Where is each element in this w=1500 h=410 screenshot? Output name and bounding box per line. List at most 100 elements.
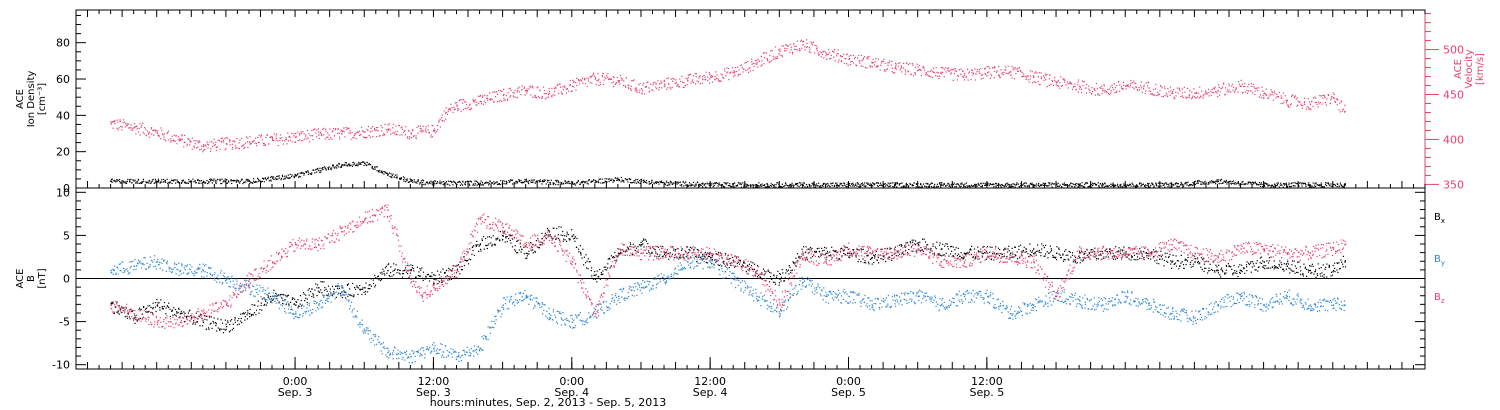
density-series-point [1330,183,1332,185]
velocity-series-point [529,86,531,88]
b-series-bx-point [723,262,725,264]
velocity-series-point [1100,87,1102,89]
density-series-point [1198,180,1200,182]
velocity-series-point [332,130,334,132]
velocity-series-point [928,75,930,77]
density-series-point [535,181,537,183]
velocity-series-point [644,93,646,95]
b-series-bx-point [253,312,256,314]
velocity-series-point [696,80,698,82]
density-series-point [419,182,421,184]
velocity-series-point [916,63,918,65]
density-series-point [357,165,359,167]
b-series-bx-point [724,265,726,267]
velocity-series-point [1093,88,1096,90]
b-series-bx-point [904,246,906,248]
velocity-series-point [1192,95,1194,97]
velocity-series-point [314,128,316,130]
b-series-bx-point [282,294,284,296]
b-series-bx-point [603,266,605,268]
b-series-bx-point [162,308,164,310]
b-series-bx-point [872,254,875,256]
density-series-point [460,183,463,185]
density-series-point [1200,181,1202,183]
velocity-series-point [1202,95,1204,97]
density-series-point [188,178,190,181]
b-series-bx-point [305,294,307,296]
b-series-bx-point [903,254,905,256]
density-series-point [530,179,532,181]
velocity-series-point [216,146,218,148]
density-series-point [728,185,730,187]
density-series-point [655,181,657,183]
b-series-bx-point [678,256,680,258]
velocity-series-point [816,47,818,49]
velocity-series-point [513,92,515,94]
velocity-series-point [1322,94,1324,97]
velocity-series-point [1177,92,1179,94]
b-series-bx-point [919,249,922,252]
velocity-series-point [1206,92,1208,94]
b-series-bx-point [247,312,249,314]
density-series-point [688,184,690,186]
density-series-point [474,184,476,186]
b-series-bx-point [658,255,660,258]
density-series-point [360,163,362,166]
density-series-point [651,181,653,183]
b-series-bx-point [637,246,639,248]
density-series-point [310,173,313,175]
density-series-point [816,183,818,185]
velocity-series-point [730,71,732,73]
b-series-bx-point [729,262,731,264]
density-series-point [1110,185,1112,188]
velocity-series-point [900,66,903,68]
density-series-point [1180,184,1182,186]
velocity-series-point [1339,102,1341,104]
velocity-series-value [202,145,205,148]
density-series-point [335,167,338,169]
b-series-bx-point [580,252,582,255]
density-series-point [124,181,126,183]
b-series-bx-point [818,247,820,249]
b-series-bx-point [546,234,548,236]
b-series-bx-point [221,322,224,324]
velocity-series-point [671,87,673,89]
velocity-series-point [784,47,786,49]
density-series-point [1059,184,1061,186]
density-series-point [687,185,689,187]
density-series-point [734,186,736,188]
b-series-bx-point [683,257,685,259]
velocity-series-point [627,84,629,86]
velocity-series-point [612,76,614,78]
velocity-series-point [309,135,311,137]
velocity-series-point [1190,98,1193,100]
b-series-bx-point [774,283,777,285]
b-series-bx-point [891,259,893,261]
density-series-point [393,176,395,178]
density-series-point [500,180,502,182]
b-series-bx-point [472,249,474,252]
b-series-bx-point [857,261,859,263]
b-series-bx-point [294,298,296,300]
density-series-point [1022,184,1024,186]
density-series-point [434,180,436,182]
density-series-point [855,183,857,185]
b-series-bx-point [316,295,318,297]
b-series-bx-point [672,246,674,248]
density-series-point [321,167,323,169]
b-series-bx-point [689,249,691,251]
b-series-bx-point [321,292,323,294]
velocity-series-point [273,133,275,135]
velocity-series-point [1180,95,1182,97]
density-series-point [354,164,357,167]
velocity-series-point [1317,101,1319,103]
b-series-bx-point [273,289,275,291]
b-series-bx-point [307,289,309,291]
velocity-series-point [638,84,640,86]
velocity-series-point [394,133,396,135]
density-series-point [631,182,633,184]
velocity-series-point [953,72,956,75]
velocity-series-point [1331,95,1333,98]
density-series-point [348,163,351,165]
density-series-point [487,182,489,184]
